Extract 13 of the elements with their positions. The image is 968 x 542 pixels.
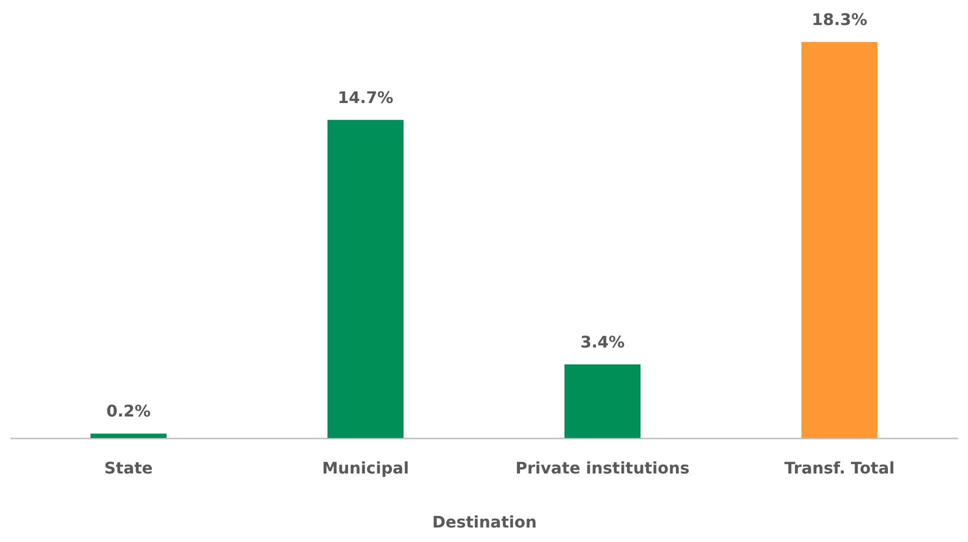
x-tick-label: State xyxy=(104,458,153,478)
x-axis-title: Destination xyxy=(432,512,537,532)
bar xyxy=(90,434,166,438)
data-label: 18.3% xyxy=(812,10,868,29)
bar xyxy=(328,120,404,438)
data-label: 3.4% xyxy=(580,332,625,352)
bar xyxy=(564,364,640,438)
x-tick-label: Municipal xyxy=(322,458,409,478)
data-label: 14.7% xyxy=(338,88,394,107)
data-label: 0.2% xyxy=(106,402,151,421)
x-tick-label: Private institutions xyxy=(515,458,690,478)
x-tick-label: Transf. Total xyxy=(784,458,895,478)
bar xyxy=(802,42,878,438)
